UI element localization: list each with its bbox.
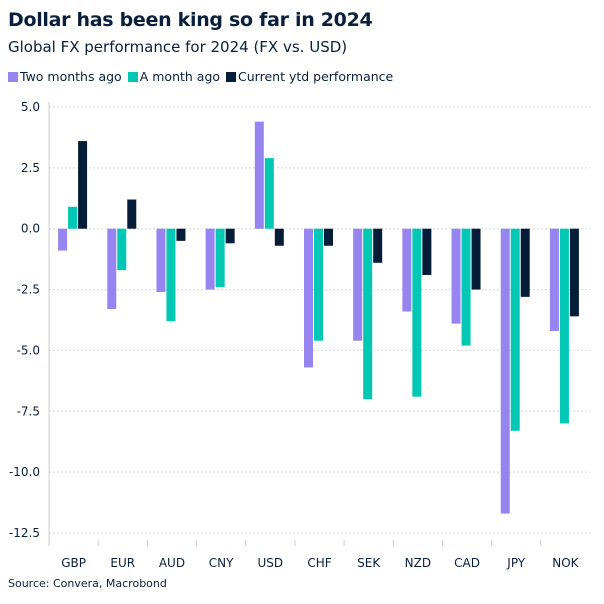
x-tick-label: EUR <box>110 556 135 570</box>
legend: Two months ago A month ago Current ytd per… <box>8 69 393 84</box>
x-tick-label: NZD <box>405 556 431 570</box>
y-tick-label: 2.5 <box>21 161 40 175</box>
bar-cad-3 <box>471 228 481 290</box>
source-note: Source: Convera, Macrobond <box>8 577 167 590</box>
bar-gbp-2 <box>68 206 78 229</box>
x-tick-label: AUD <box>159 556 185 570</box>
bar-nok-1 <box>549 228 559 331</box>
bar-usd-2 <box>264 158 274 229</box>
legend-label: Two months ago <box>20 69 122 84</box>
y-tick-label: -7.5 <box>17 404 40 418</box>
x-tick-label: NOK <box>552 556 579 570</box>
legend-swatch <box>127 71 138 82</box>
x-tick-label: JPY <box>506 556 526 570</box>
bar-cad-1 <box>451 228 461 324</box>
x-tick-label: USD <box>257 556 283 570</box>
bar-cad-2 <box>461 228 471 346</box>
y-tick-label: -10.0 <box>9 465 40 479</box>
bar-sek-2 <box>363 228 373 400</box>
bar-nzd-2 <box>412 228 422 397</box>
legend-swatch <box>8 71 18 82</box>
bar-jpy-2 <box>510 228 520 431</box>
bar-cny-3 <box>225 228 235 244</box>
x-tick-label: CNY <box>209 556 234 570</box>
bar-sek-1 <box>353 228 363 341</box>
bar-nzd-3 <box>422 228 432 275</box>
bar-gbp-3 <box>78 141 88 229</box>
bar-jpy-3 <box>520 228 530 297</box>
bar-nok-3 <box>569 228 579 317</box>
bar-sek-3 <box>373 228 383 263</box>
legend-item: A month ago <box>127 69 221 84</box>
bar-gbp-1 <box>58 228 68 251</box>
legend-label: A month ago <box>139 69 221 84</box>
legend-label: Current ytd performance <box>238 69 394 84</box>
y-tick-label: -5.0 <box>17 343 40 357</box>
legend-item: Two months ago <box>8 69 122 84</box>
x-tick-label: CHF <box>307 556 331 570</box>
bar-aud-3 <box>176 228 186 241</box>
y-tick-label: 5.0 <box>21 100 40 114</box>
y-tick-label: -12.5 <box>9 526 40 540</box>
y-tick-label: 0.0 <box>21 222 40 236</box>
bar-aud-1 <box>156 228 166 293</box>
bar-usd-3 <box>274 228 284 246</box>
x-tick-label: CAD <box>454 556 480 570</box>
y-tick-label: -2.5 <box>17 283 40 297</box>
bar-chf-2 <box>314 228 323 341</box>
bar-eur-1 <box>107 228 117 310</box>
chart-subtitle: Global FX performance for 2024 (FX vs. U… <box>8 38 348 56</box>
bar-cny-2 <box>215 228 225 288</box>
bar-usd-1 <box>254 121 264 229</box>
bar-nzd-1 <box>402 228 412 312</box>
bar-nok-2 <box>559 228 569 424</box>
x-tick-label: GBP <box>61 556 86 570</box>
bar-chf-3 <box>324 228 333 246</box>
bar-chf-1 <box>304 228 313 368</box>
bar-eur-2 <box>117 228 127 271</box>
bar-cny-1 <box>205 228 215 290</box>
legend-item: Current ytd performance <box>226 69 393 84</box>
x-tick-label: SEK <box>357 556 381 570</box>
bar-aud-2 <box>166 228 176 322</box>
bar-eur-3 <box>127 199 137 229</box>
bar-jpy-1 <box>500 228 510 514</box>
legend-swatch <box>226 71 237 82</box>
chart-title: Dollar has been king so far in 2024 <box>8 9 373 31</box>
